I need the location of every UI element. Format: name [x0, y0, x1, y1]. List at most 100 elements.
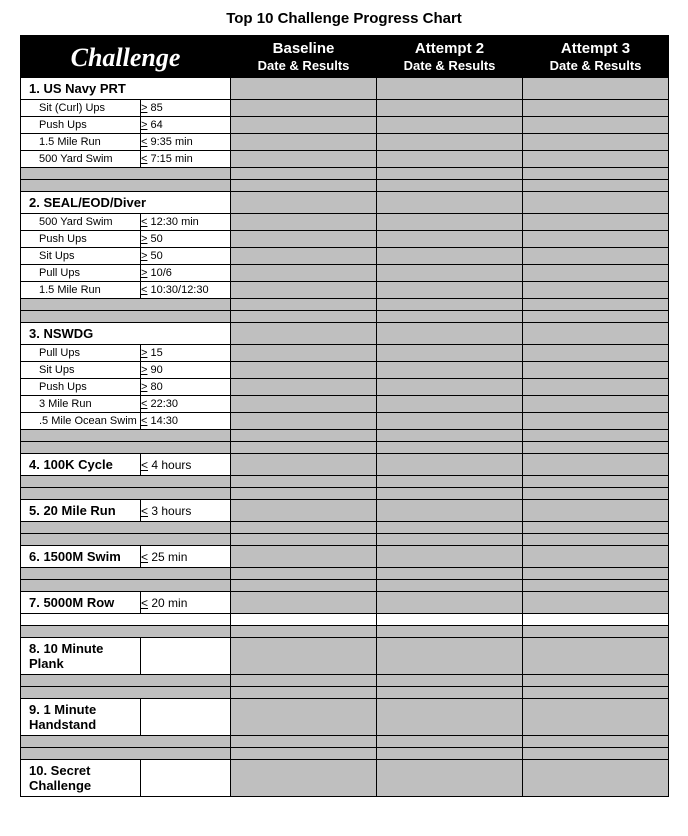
input-cell[interactable]: [377, 248, 523, 265]
input-cell[interactable]: [377, 214, 523, 231]
header-sub-1: Date & Results: [377, 58, 523, 78]
input-cell[interactable]: [231, 592, 377, 614]
exercise-target: < 20 min: [141, 592, 231, 614]
exercise-target: > 64: [141, 117, 231, 134]
spacer: [21, 568, 231, 580]
input-cell[interactable]: [523, 265, 669, 282]
input-cell[interactable]: [377, 282, 523, 299]
input-cell[interactable]: [377, 379, 523, 396]
section-header: 3. NSWDG: [21, 323, 231, 345]
input-cell[interactable]: [523, 134, 669, 151]
input-cell[interactable]: [523, 151, 669, 168]
spacer: [231, 430, 377, 442]
spacer: [231, 568, 377, 580]
input-cell[interactable]: [523, 546, 669, 568]
input-cell[interactable]: [523, 699, 669, 736]
input-cell[interactable]: [523, 78, 669, 100]
spacer: [377, 180, 523, 192]
input-cell[interactable]: [523, 638, 669, 675]
input-cell[interactable]: [523, 454, 669, 476]
input-cell[interactable]: [231, 231, 377, 248]
exercise-target: > 85: [141, 100, 231, 117]
spacer: [231, 748, 377, 760]
input-cell[interactable]: [377, 151, 523, 168]
spacer: [523, 568, 669, 580]
spacer: [377, 736, 523, 748]
exercise-target: < 4 hours: [141, 454, 231, 476]
input-cell[interactable]: [523, 500, 669, 522]
input-cell[interactable]: [231, 134, 377, 151]
input-cell[interactable]: [523, 760, 669, 797]
spacer: [523, 534, 669, 546]
input-cell[interactable]: [523, 362, 669, 379]
input-cell[interactable]: [231, 323, 377, 345]
input-cell[interactable]: [231, 117, 377, 134]
input-cell[interactable]: [523, 345, 669, 362]
input-cell[interactable]: [523, 214, 669, 231]
input-cell[interactable]: [231, 413, 377, 430]
spacer: [231, 687, 377, 699]
spacer: [21, 614, 231, 626]
exercise-target: > 50: [141, 231, 231, 248]
exercise-target: > 50: [141, 248, 231, 265]
input-cell[interactable]: [523, 323, 669, 345]
input-cell[interactable]: [523, 379, 669, 396]
input-cell[interactable]: [377, 231, 523, 248]
input-cell[interactable]: [231, 192, 377, 214]
input-cell[interactable]: [523, 592, 669, 614]
input-cell[interactable]: [231, 265, 377, 282]
input-cell[interactable]: [231, 454, 377, 476]
input-cell[interactable]: [377, 265, 523, 282]
input-cell[interactable]: [377, 500, 523, 522]
input-cell[interactable]: [523, 231, 669, 248]
input-cell[interactable]: [377, 454, 523, 476]
input-cell[interactable]: [377, 192, 523, 214]
exercise-name: Pull Ups: [21, 345, 141, 362]
spacer: [523, 675, 669, 687]
input-cell[interactable]: [377, 134, 523, 151]
section-header: 6. 1500M Swim: [21, 546, 141, 568]
input-cell[interactable]: [377, 323, 523, 345]
input-cell[interactable]: [377, 699, 523, 736]
input-cell[interactable]: [523, 100, 669, 117]
input-cell[interactable]: [523, 396, 669, 413]
input-cell[interactable]: [231, 699, 377, 736]
spacer: [377, 580, 523, 592]
spacer: [21, 580, 231, 592]
input-cell[interactable]: [377, 592, 523, 614]
spacer: [377, 488, 523, 500]
input-cell[interactable]: [231, 379, 377, 396]
section-header: 9. 1 Minute Handstand: [21, 699, 141, 736]
spacer: [523, 311, 669, 323]
input-cell[interactable]: [231, 362, 377, 379]
exercise-target: > 15: [141, 345, 231, 362]
spacer: [523, 687, 669, 699]
input-cell[interactable]: [231, 345, 377, 362]
input-cell[interactable]: [377, 396, 523, 413]
input-cell[interactable]: [231, 638, 377, 675]
input-cell[interactable]: [231, 396, 377, 413]
input-cell[interactable]: [377, 78, 523, 100]
input-cell[interactable]: [523, 192, 669, 214]
input-cell[interactable]: [231, 151, 377, 168]
input-cell[interactable]: [523, 248, 669, 265]
input-cell[interactable]: [377, 117, 523, 134]
input-cell[interactable]: [231, 500, 377, 522]
input-cell[interactable]: [231, 78, 377, 100]
input-cell[interactable]: [231, 248, 377, 265]
input-cell[interactable]: [523, 282, 669, 299]
input-cell[interactable]: [377, 638, 523, 675]
input-cell[interactable]: [377, 100, 523, 117]
input-cell[interactable]: [231, 546, 377, 568]
input-cell[interactable]: [231, 100, 377, 117]
input-cell[interactable]: [377, 413, 523, 430]
input-cell[interactable]: [377, 546, 523, 568]
input-cell[interactable]: [377, 345, 523, 362]
input-cell[interactable]: [231, 214, 377, 231]
input-cell[interactable]: [523, 117, 669, 134]
input-cell[interactable]: [523, 413, 669, 430]
input-cell[interactable]: [231, 760, 377, 797]
input-cell[interactable]: [377, 760, 523, 797]
input-cell[interactable]: [231, 282, 377, 299]
input-cell[interactable]: [377, 362, 523, 379]
